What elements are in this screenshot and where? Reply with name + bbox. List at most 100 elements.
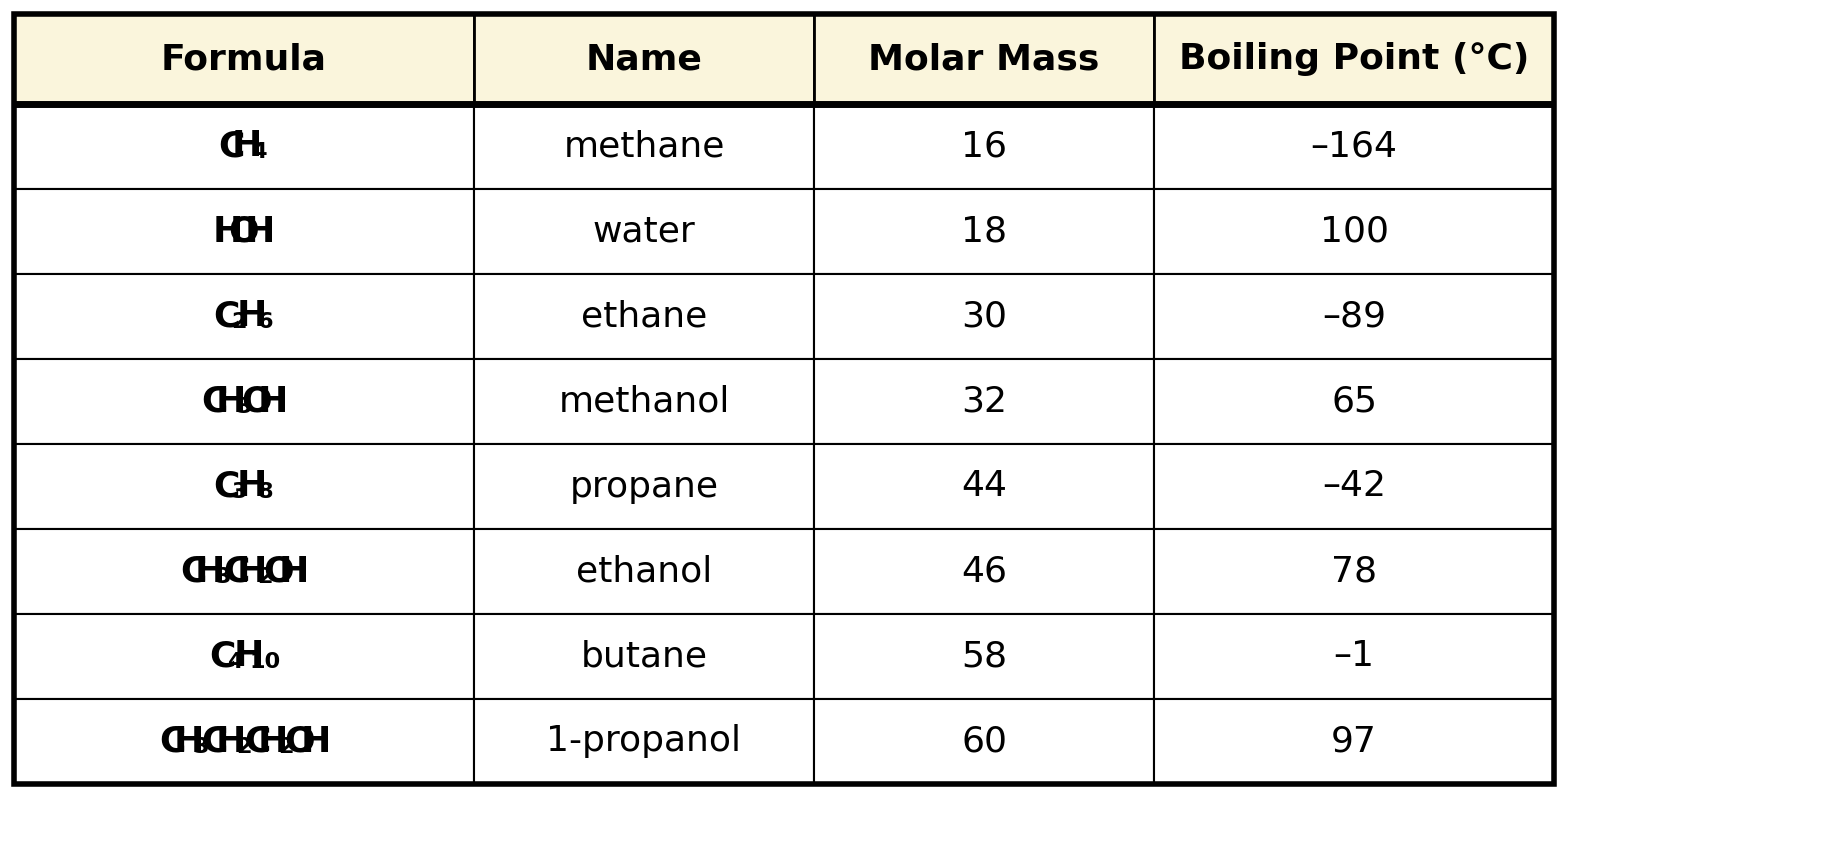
Text: H: H [237, 470, 268, 503]
Bar [473, 189, 813, 274]
Text: 3: 3 [237, 397, 251, 417]
Bar [473, 274, 813, 359]
Text: H: H [231, 130, 262, 163]
Text: 30: 30 [961, 299, 1007, 334]
Text: H: H [213, 214, 244, 249]
Text: methane: methane [564, 130, 724, 163]
Bar [15, 104, 473, 189]
Text: H: H [216, 384, 246, 419]
Text: –164: –164 [1310, 130, 1397, 163]
Bar [15, 14, 473, 104]
Bar [813, 614, 1153, 699]
Text: Formula: Formula [161, 42, 327, 76]
Bar [1153, 614, 1554, 699]
Bar [1153, 189, 1554, 274]
Text: 4: 4 [253, 142, 268, 163]
Text: 100: 100 [1319, 214, 1388, 249]
Text: C: C [224, 555, 249, 588]
Text: propane: propane [569, 470, 719, 503]
Text: 2: 2 [237, 737, 251, 757]
Text: C: C [244, 724, 270, 759]
Text: 3: 3 [231, 482, 248, 502]
Text: water: water [593, 214, 695, 249]
Text: H: H [246, 214, 275, 249]
Text: O: O [242, 384, 272, 419]
Text: 8: 8 [257, 482, 274, 502]
Bar [473, 699, 813, 784]
Text: 3: 3 [194, 737, 209, 757]
Bar [1153, 274, 1554, 359]
Text: C: C [218, 130, 244, 163]
Text: 1-propanol: 1-propanol [547, 724, 741, 759]
Text: 78: 78 [1331, 555, 1377, 588]
Text: 97: 97 [1331, 724, 1377, 759]
Text: ethane: ethane [580, 299, 708, 334]
Text: H: H [299, 724, 331, 759]
Bar [15, 14, 1554, 784]
Bar [15, 529, 473, 614]
Text: C: C [159, 724, 187, 759]
Bar [473, 14, 813, 104]
Text: O: O [285, 724, 314, 759]
Text: 16: 16 [961, 130, 1007, 163]
Text: 2: 2 [231, 312, 248, 332]
Text: 2: 2 [279, 737, 294, 757]
Bar [1153, 359, 1554, 444]
Text: C: C [213, 470, 238, 503]
Text: 58: 58 [961, 640, 1007, 673]
Bar [1153, 699, 1554, 784]
Bar [813, 699, 1153, 784]
Bar [15, 359, 473, 444]
Text: methanol: methanol [558, 384, 730, 419]
Bar [1153, 104, 1554, 189]
Bar [473, 614, 813, 699]
Text: H: H [259, 384, 288, 419]
Text: 44: 44 [961, 470, 1007, 503]
Text: –89: –89 [1321, 299, 1386, 334]
Text: Molar Mass: Molar Mass [869, 42, 1100, 76]
Text: –42: –42 [1321, 470, 1386, 503]
Bar [473, 529, 813, 614]
Text: 4: 4 [227, 652, 244, 673]
Bar [1153, 14, 1554, 104]
Bar [813, 359, 1153, 444]
Bar [473, 104, 813, 189]
Text: Boiling Point (°C): Boiling Point (°C) [1179, 42, 1528, 76]
Bar [1153, 529, 1554, 614]
Text: C: C [209, 640, 237, 673]
Text: H: H [259, 724, 288, 759]
Text: H: H [237, 299, 268, 334]
Text: Name: Name [586, 42, 702, 76]
Bar [473, 359, 813, 444]
Text: O: O [262, 555, 294, 588]
Text: 18: 18 [961, 214, 1007, 249]
Text: 46: 46 [961, 555, 1007, 588]
Bar [813, 14, 1153, 104]
Text: H: H [194, 555, 225, 588]
Text: C: C [201, 384, 227, 419]
Text: C: C [201, 724, 227, 759]
Bar [15, 614, 473, 699]
Text: H: H [279, 555, 309, 588]
Text: O: O [229, 214, 259, 249]
Text: H: H [235, 640, 264, 673]
Text: 32: 32 [961, 384, 1007, 419]
Bar [15, 274, 473, 359]
Bar [813, 529, 1153, 614]
Bar [813, 274, 1153, 359]
Text: ethanol: ethanol [577, 555, 711, 588]
Bar [15, 699, 473, 784]
Text: 6: 6 [257, 312, 274, 332]
Bar [813, 104, 1153, 189]
Text: 3: 3 [214, 568, 231, 587]
Bar [1153, 444, 1554, 529]
Text: H: H [237, 555, 268, 588]
Text: H: H [174, 724, 203, 759]
Text: C: C [181, 555, 207, 588]
Text: 10: 10 [249, 652, 281, 673]
Bar [15, 189, 473, 274]
Text: H: H [216, 724, 246, 759]
Bar [473, 444, 813, 529]
Text: –1: –1 [1334, 640, 1375, 673]
Text: 2: 2 [257, 568, 274, 587]
